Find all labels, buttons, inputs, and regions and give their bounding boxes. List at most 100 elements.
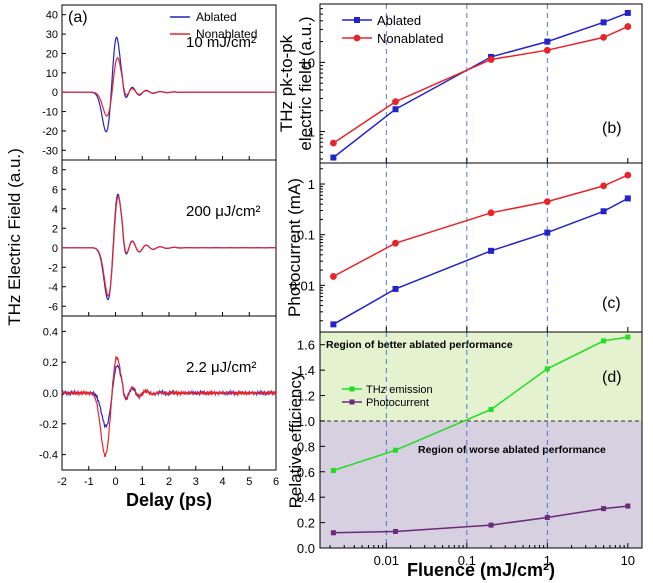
x-tick-label: 5 [246,476,252,488]
legend-label: Ablated [377,13,421,28]
y-tick-label: 1.2 [297,389,315,404]
y-tick-label: -10 [42,107,58,119]
panel-a3: -0.4 -0.2 0.0 0.2 0.4 -2 -1 0 1 2 3 4 5 6 2.2 μJ/cm² [39,315,279,488]
x-tick-label: -2 [57,476,67,488]
data-point [601,338,607,344]
data-point [600,19,607,26]
data-point [544,366,550,372]
y-tick-label: 0.6 [297,465,315,480]
data-point [600,208,607,215]
series-line-ablated [332,12,629,159]
y-tick-label: 2 [52,223,58,235]
panel-label: (c) [602,295,621,312]
y-tick-label: -6 [48,301,58,313]
fluence-annotation: 200 μJ/cm² [186,203,261,220]
y-tick-label: 1.0 [297,414,315,429]
panel-label: (b) [602,120,622,137]
data-point [392,106,399,113]
x-tick-label: 3 [193,476,199,488]
panel-d: Region of better ablated performance Regi… [286,331,643,568]
data-point [488,247,495,254]
data-point [330,154,337,161]
y-tick-label: 0.8 [297,439,315,454]
y-tick-label: -20 [42,126,58,138]
region-label-worse: Region of worse ablated performance [418,444,606,456]
data-point [329,273,337,280]
y-axis-label: Photocurrent (mA) [285,178,304,317]
series-line-photocurrent [333,505,628,534]
left-y-axis-label: THz Electric Field (a.u.) [5,148,24,326]
y-tick-label: 0.1 [297,228,315,243]
series-line-nonablated [333,174,629,278]
series-line-nonablated [62,57,276,117]
data-point [544,229,551,236]
series-line-ablated [62,36,276,133]
y-tick-label: 1 [308,177,315,192]
data-point [392,285,399,292]
series-line-nonablated [62,195,276,297]
y-tick-label: 0 [52,243,58,255]
y-tick-label: 0.0 [297,541,315,556]
series-line-nonablated [61,355,277,458]
data-point [544,515,550,521]
legend-label: Photocurrent [366,397,429,409]
data-point [487,209,495,217]
data-point [329,139,337,147]
panel-frame [319,331,643,549]
y-tick-label: 20 [46,48,58,60]
series-line-nonablated [332,25,629,144]
data-point [392,98,399,106]
data-point [625,334,631,340]
y-tick-label: 30 [46,29,58,41]
y-tick-label: 0.4 [297,490,315,505]
y-tick-label: 4 [52,204,58,216]
x-tick-label: 10 [621,553,635,568]
x-tick-label: 0.01 [374,553,399,568]
x-tick-label: 1 [139,476,145,488]
y-tick-label: 0 [52,87,58,99]
data-point [624,9,631,16]
data-point [392,239,399,247]
y-tick-label: -0.4 [39,450,58,462]
fluence-annotation: 10 mJ/cm² [186,34,256,51]
legend-marker [349,386,355,392]
x-tick-label: 0 [112,476,118,488]
panel-c: 0.01 0.1 1 (c) Photocurrent (mA) [285,162,643,333]
y-tick-label: 0.01 [290,278,315,293]
data-point [392,447,398,453]
y-tick-label: 40 [46,10,58,22]
data-point [624,195,631,202]
data-point [544,38,551,45]
y-tick-label: 6 [52,184,58,196]
legend-label: THz emission [366,384,433,396]
y-tick-label: 0.2 [43,357,58,369]
data-point [543,198,551,205]
panel-label: (d) [602,369,622,386]
data-point [600,182,607,190]
y-tick-label: 10 [301,55,315,70]
panel-frame [319,3,643,164]
data-point [600,34,607,41]
region-label-better: Region of better ablated performance [326,339,513,351]
y-axis-label: THz pk-to-pkelectric field (a.u.) [277,16,315,150]
fluence-annotation: 2.2 μJ/cm² [186,359,256,376]
data-point [601,506,607,512]
better-performance-region [320,332,642,421]
y-tick-label: 8 [52,165,58,177]
y-tick-label: -0.2 [39,419,58,431]
data-point [488,407,494,413]
y-tick-label: 10 [46,68,58,80]
y-axis-label: Relative efficiency [286,371,305,508]
x-tick-label: 1 [544,553,551,568]
worse-performance-region [320,420,642,548]
data-point [487,56,495,63]
x-tick-label: 0.1 [458,553,476,568]
y-tick-label: 1 [308,124,315,139]
y-tick-label: 1.6 [297,338,315,353]
y-tick-label: -4 [48,282,58,294]
data-point [330,530,336,536]
right-x-axis-label: Fluence (mJ/cm²) [407,560,555,580]
legend-marker [354,17,360,23]
data-point [624,23,632,30]
